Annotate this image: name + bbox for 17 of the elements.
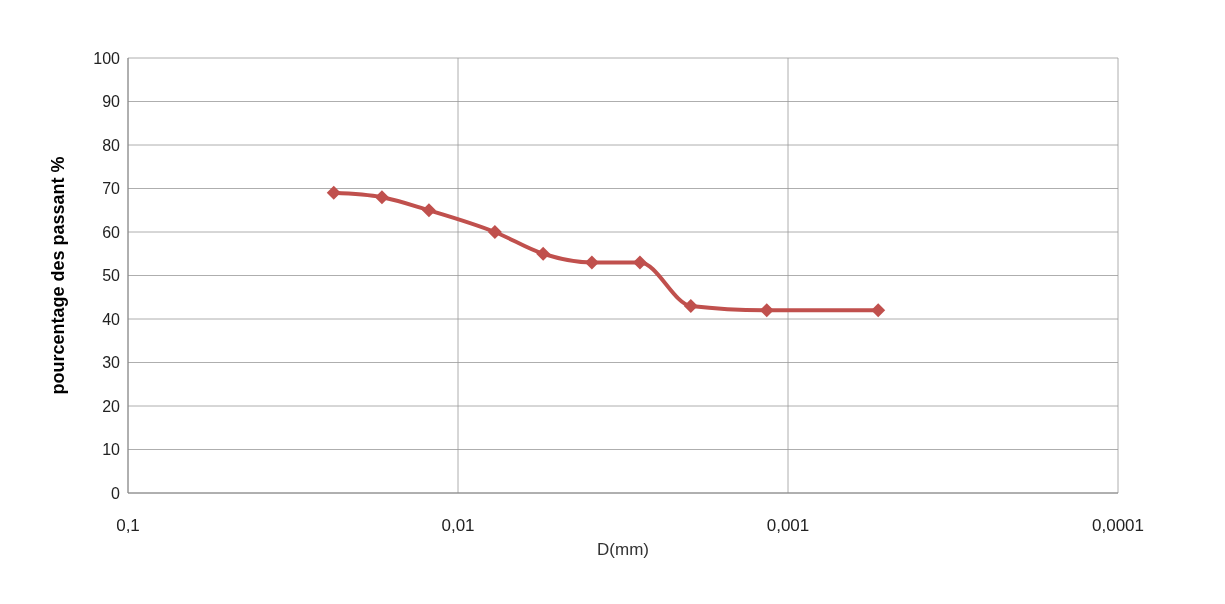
y-tick-label: 100: [93, 49, 121, 67]
x-tick-label: 0,0001: [1092, 516, 1144, 536]
y-tick-label: 40: [102, 310, 121, 328]
y-tick-label: 80: [102, 136, 121, 154]
x-tick-label: 0,01: [441, 516, 475, 536]
x-axis-title: D(mm): [597, 540, 649, 559]
y-tick-label: 30: [102, 354, 121, 372]
y-tick-label: 10: [102, 441, 121, 459]
y-tick-label: 50: [102, 267, 121, 285]
y-tick-label: 0: [111, 484, 121, 502]
y-tick-label: 90: [102, 93, 121, 111]
y-axis-title: pourcentage des passant %: [48, 156, 69, 395]
y-tick-label: 60: [102, 223, 121, 241]
y-tick-label: 20: [102, 397, 121, 415]
x-tick-label: 0,1: [116, 516, 140, 536]
y-tick-label: 70: [102, 180, 121, 198]
x-tick-label: 0,001: [766, 516, 810, 536]
